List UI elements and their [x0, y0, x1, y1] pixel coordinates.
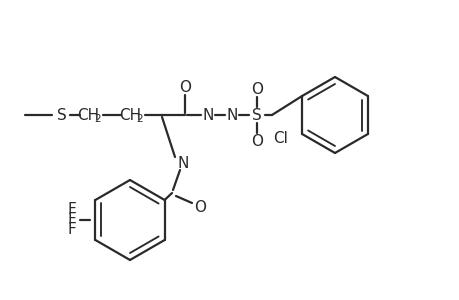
Text: O: O	[251, 134, 263, 148]
Text: CH: CH	[77, 107, 99, 122]
Text: CH: CH	[119, 107, 141, 122]
Text: O: O	[194, 200, 206, 215]
Text: N: N	[202, 107, 213, 122]
Text: 2: 2	[136, 114, 143, 124]
Text: S: S	[252, 107, 261, 122]
Text: 2: 2	[95, 114, 101, 124]
Text: O: O	[179, 80, 190, 94]
Text: F: F	[67, 202, 76, 217]
Text: O: O	[251, 82, 263, 97]
Text: F: F	[67, 212, 76, 227]
Text: N: N	[226, 107, 237, 122]
Text: Cl: Cl	[273, 130, 287, 146]
Text: F: F	[67, 223, 76, 238]
Text: N: N	[177, 155, 188, 170]
Text: S: S	[57, 107, 67, 122]
